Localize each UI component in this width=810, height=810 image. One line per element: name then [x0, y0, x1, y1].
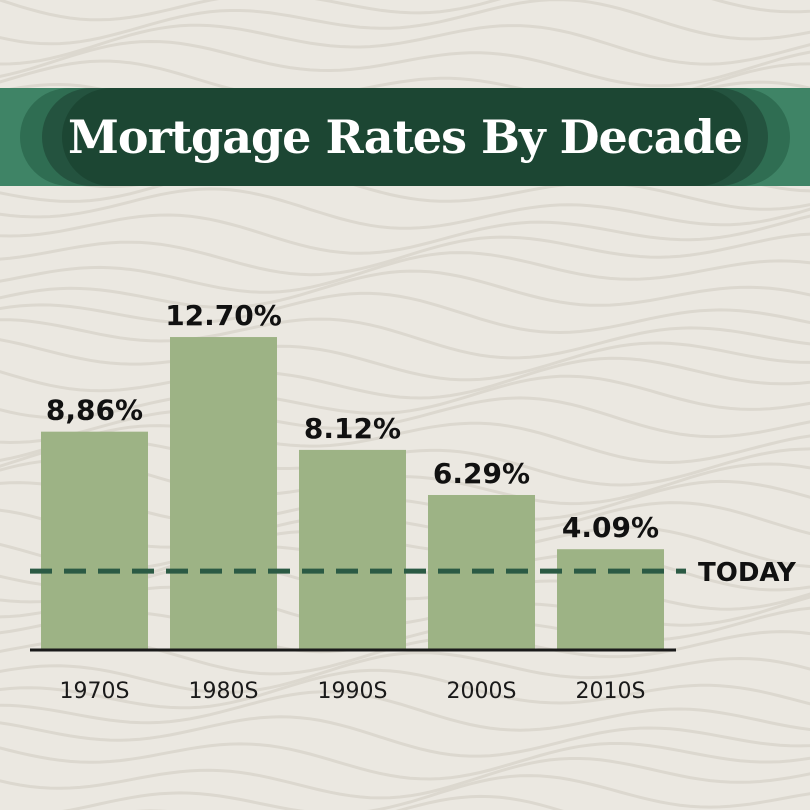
background-wave [0, 269, 810, 309]
background-wave [0, 396, 810, 445]
background-wave [0, 187, 810, 230]
background-wave [62, 774, 810, 810]
background-wave [0, 651, 810, 694]
x-tick-label: 1980S [189, 679, 259, 704]
x-tick-label: 2010S [576, 679, 646, 704]
background-wave [0, 690, 810, 732]
today-label: TODAY [698, 558, 797, 588]
bar [299, 449, 406, 650]
data-label: 8,86% [46, 394, 143, 427]
bar [170, 337, 277, 650]
background-wave [0, 668, 810, 710]
background-wave [0, 374, 810, 420]
background-wave [0, 39, 810, 88]
background-wave [0, 291, 810, 335]
background-wave [0, 23, 810, 66]
background-wave [0, 742, 810, 781]
data-label: 4.09% [562, 511, 659, 544]
background-wave [0, 715, 810, 758]
background-wave [0, 0, 810, 46]
background-wave [0, 317, 810, 360]
background-wave [0, 421, 810, 465]
data-label: 12.70% [165, 299, 282, 332]
banner-band-inner [62, 88, 748, 186]
background-wave [0, 164, 810, 211]
background-wave [0, 356, 810, 400]
data-label: 6.29% [433, 457, 530, 490]
background-wave [0, 757, 810, 800]
title-banner: Mortgage Rates By Decade [0, 88, 810, 186]
background-wave [0, 338, 810, 382]
bar [557, 549, 664, 650]
x-tick-label: 1990S [318, 679, 388, 704]
chart-title: Mortgage Rates By Decade [67, 110, 743, 164]
x-tick-label: 2000S [447, 679, 517, 704]
background-wave [135, 794, 564, 810]
background-wave [0, 232, 810, 277]
data-label: 8.12% [304, 412, 401, 445]
background-wave [0, 0, 810, 22]
bar [41, 431, 148, 650]
background-wave [0, 251, 810, 294]
background-wave [0, 213, 810, 255]
x-tick-label: 1970S [60, 679, 130, 704]
